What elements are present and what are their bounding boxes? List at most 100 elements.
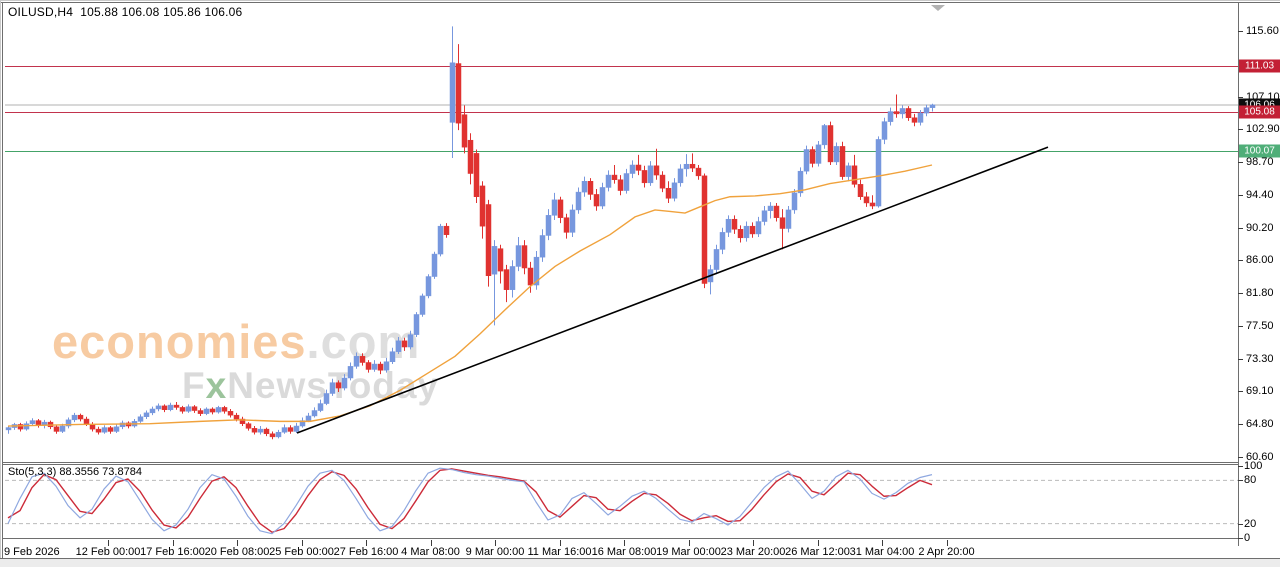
candle-bull[interactable]	[167, 404, 174, 411]
candle-bull[interactable]	[875, 139, 882, 207]
candle-bull[interactable]	[881, 121, 888, 140]
candle-bull[interactable]	[791, 192, 798, 211]
candle-bull[interactable]	[5, 427, 12, 431]
candle-bear[interactable]	[263, 428, 270, 435]
candle-bull[interactable]	[293, 425, 300, 432]
candle-bear[interactable]	[659, 174, 666, 189]
candle-bear[interactable]	[479, 185, 486, 227]
candle-bear[interactable]	[851, 165, 858, 185]
candle-bull[interactable]	[149, 408, 156, 414]
candle-bull[interactable]	[59, 425, 66, 432]
candle-bear[interactable]	[665, 187, 672, 199]
candle-bear[interactable]	[17, 424, 24, 430]
candle-bear[interactable]	[401, 340, 408, 348]
candle-bear[interactable]	[455, 63, 462, 124]
candle-bull[interactable]	[395, 340, 402, 352]
candle-bull[interactable]	[929, 104, 936, 108]
candle-bull[interactable]	[137, 416, 144, 422]
candle-bear[interactable]	[863, 196, 870, 204]
candle-bull[interactable]	[755, 221, 762, 235]
candle-bear[interactable]	[497, 248, 504, 272]
candle-bear[interactable]	[221, 407, 228, 412]
candle-bull[interactable]	[833, 146, 840, 163]
candle-bull[interactable]	[821, 125, 828, 146]
candle-bear[interactable]	[653, 165, 660, 176]
candle-bear[interactable]	[473, 153, 480, 198]
candle-bull[interactable]	[29, 420, 36, 424]
candle-bull[interactable]	[647, 165, 654, 184]
candle-bull[interactable]	[101, 427, 108, 433]
candle-bull[interactable]	[437, 225, 444, 255]
candle-bull[interactable]	[491, 246, 498, 275]
candle-bull[interactable]	[629, 164, 636, 174]
candle-bull[interactable]	[743, 225, 750, 239]
candle-bull[interactable]	[605, 174, 612, 188]
candle-bear[interactable]	[89, 424, 96, 430]
candle-bull[interactable]	[803, 149, 810, 172]
ma-line[interactable]	[7, 164, 933, 427]
candle-bear[interactable]	[749, 225, 756, 235]
candle-bear[interactable]	[641, 170, 648, 184]
candle-bull[interactable]	[797, 170, 804, 194]
candle-bear[interactable]	[563, 217, 570, 233]
candle-bear[interactable]	[467, 139, 474, 174]
candle-bull[interactable]	[371, 363, 378, 370]
candle-bull[interactable]	[713, 249, 720, 270]
candle-bull[interactable]	[515, 245, 522, 267]
candle-bear[interactable]	[521, 245, 528, 269]
candle-bear[interactable]	[635, 164, 642, 171]
candle-bear[interactable]	[239, 418, 246, 424]
candle-bull[interactable]	[311, 410, 318, 417]
candle-bull[interactable]	[917, 112, 924, 123]
candle-bull[interactable]	[719, 232, 726, 250]
candle-bull[interactable]	[923, 107, 930, 114]
candle-bear[interactable]	[251, 428, 258, 433]
candle-bull[interactable]	[683, 163, 690, 170]
candle-bull[interactable]	[539, 235, 546, 258]
candle-bear[interactable]	[95, 428, 102, 433]
sto-main-line[interactable]	[7, 467, 933, 535]
candle-bull[interactable]	[113, 426, 120, 432]
candle-bear[interactable]	[35, 420, 42, 426]
candle-bear[interactable]	[731, 218, 738, 230]
candle-bear[interactable]	[245, 423, 252, 429]
candle-bear[interactable]	[839, 146, 846, 177]
candle-bear[interactable]	[695, 167, 702, 177]
candle-bear[interactable]	[611, 174, 618, 180]
candle-bull[interactable]	[353, 356, 360, 367]
candle-bull[interactable]	[887, 111, 894, 122]
candle-bull[interactable]	[815, 144, 822, 164]
candle-bear[interactable]	[557, 199, 564, 218]
candle-bear[interactable]	[809, 149, 816, 164]
candle-bear[interactable]	[773, 205, 780, 218]
candle-bear[interactable]	[869, 202, 876, 207]
candle-bear[interactable]	[269, 433, 276, 438]
candle-bull[interactable]	[203, 408, 210, 414]
candle-bear[interactable]	[359, 356, 366, 363]
candle-bull[interactable]	[347, 366, 354, 379]
candle-bear[interactable]	[461, 114, 468, 148]
candle-bear[interactable]	[233, 414, 240, 420]
candle-bull[interactable]	[275, 431, 282, 438]
candle-bear[interactable]	[77, 414, 84, 420]
candle-bull[interactable]	[215, 407, 222, 413]
candle-bull[interactable]	[425, 276, 432, 297]
candle-bull[interactable]	[323, 393, 330, 404]
candle-bull[interactable]	[677, 168, 684, 184]
candle-bear[interactable]	[107, 427, 114, 432]
candle-bull[interactable]	[299, 420, 306, 427]
candle-bull[interactable]	[785, 209, 792, 229]
candle-bull[interactable]	[329, 382, 336, 394]
candle-bear[interactable]	[905, 108, 912, 118]
candle-bear[interactable]	[83, 418, 90, 425]
candle-bear[interactable]	[365, 362, 372, 370]
candle-bear[interactable]	[701, 175, 708, 284]
candle-bear[interactable]	[503, 269, 510, 290]
candle-bull[interactable]	[305, 415, 312, 421]
candle-bear[interactable]	[227, 411, 234, 416]
candle-bear[interactable]	[827, 125, 834, 163]
candle-bull[interactable]	[725, 218, 732, 233]
candle-bull[interactable]	[509, 266, 516, 290]
candle-bear[interactable]	[593, 194, 600, 207]
candle-bear[interactable]	[377, 363, 384, 371]
